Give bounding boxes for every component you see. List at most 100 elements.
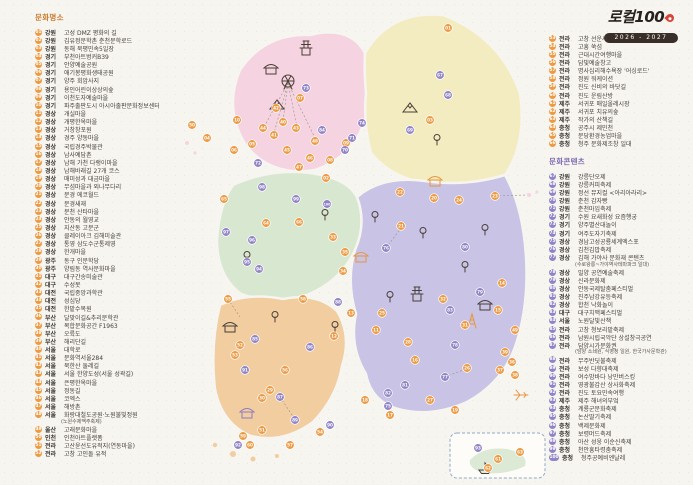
item-name: 거창창포원 bbox=[64, 127, 92, 135]
item-region: 경상 bbox=[45, 135, 57, 143]
list-item: 19 경상 매미성과 대금마을 bbox=[35, 175, 207, 183]
item-number-badge: 13 bbox=[35, 126, 42, 134]
item-name: 지산동 고분군 bbox=[64, 224, 100, 232]
svg-text:26: 26 bbox=[464, 366, 470, 371]
item-name: 분천 산타마을 bbox=[64, 208, 100, 216]
map-marker: 10 bbox=[232, 115, 242, 125]
map-marker: 19 bbox=[450, 405, 460, 415]
item-name: 고흥 쑥섬 bbox=[578, 43, 602, 51]
item-number-badge: 31 bbox=[35, 272, 42, 280]
item-number-badge: 88 bbox=[549, 356, 556, 364]
hanok-icon bbox=[426, 176, 444, 187]
item-region: 경상 bbox=[559, 246, 571, 254]
svg-text:28: 28 bbox=[405, 340, 411, 345]
map-marker: 30 bbox=[257, 393, 267, 403]
item-number-badge: 75 bbox=[549, 237, 556, 245]
item-number-badge: 71 bbox=[549, 205, 556, 213]
item-number-badge: 64 bbox=[549, 124, 556, 132]
item-region: 전라 bbox=[559, 365, 571, 373]
list-item: 83 대구 대구치맥페스티벌 bbox=[549, 309, 691, 317]
list-item: 54 전라 고흥 쑥섬 bbox=[549, 42, 691, 51]
item-name: 담양시가문화권 bbox=[578, 342, 617, 350]
svg-text:80: 80 bbox=[462, 245, 468, 250]
item-name: 국립경주박물관 bbox=[64, 143, 103, 151]
svg-text:47: 47 bbox=[296, 165, 302, 170]
item-region: 강원 bbox=[45, 37, 57, 45]
list-item: 82 경상 합천 낙화놀이 bbox=[549, 301, 691, 309]
svg-text:40: 40 bbox=[280, 120, 286, 125]
svg-text:60: 60 bbox=[247, 443, 253, 448]
list-item: 65 충청 문당환경농업마을 bbox=[549, 132, 691, 140]
item-region: 강원 bbox=[559, 206, 571, 214]
svg-text:89: 89 bbox=[292, 418, 298, 423]
item-region: 경상 bbox=[45, 216, 57, 224]
item-name: 합천 낙화놀이 bbox=[578, 302, 614, 310]
item-name: 보성 다향대축제 bbox=[578, 365, 619, 373]
list-item: 40 서울 대학로 bbox=[35, 345, 207, 355]
item-name: 통영 삼도수군통제영 bbox=[64, 241, 116, 249]
list-item: 46 서울 코엑스 bbox=[35, 394, 207, 403]
svg-text:24: 24 bbox=[456, 198, 462, 203]
item-number-badge: 89 bbox=[549, 364, 556, 372]
list-item: 64 충청 공주시 제민천 bbox=[549, 124, 691, 132]
item-name: 강릉커피축제 bbox=[578, 181, 612, 189]
svg-text:78: 78 bbox=[452, 343, 458, 348]
svg-text:15: 15 bbox=[495, 308, 501, 313]
item-number-badge: 04 bbox=[35, 52, 42, 60]
item-number-badge: 97 bbox=[549, 429, 556, 437]
item-region: 대구 bbox=[45, 281, 57, 289]
item-region: 충청 bbox=[559, 414, 571, 422]
item-number-badge: 58 bbox=[549, 75, 556, 83]
hanok-icon bbox=[221, 322, 239, 333]
item-region: 경상 bbox=[45, 184, 57, 192]
item-number-badge: 59 bbox=[549, 83, 556, 91]
map-marker: 34 bbox=[338, 266, 348, 276]
item-region: 서울 bbox=[45, 387, 57, 395]
svg-text:42: 42 bbox=[273, 106, 279, 111]
contents-section-title: 문화콘텐츠 bbox=[549, 156, 585, 166]
list-item: 100 충청 청주공예비엔날레 bbox=[549, 454, 691, 462]
item-number-badge: 67 bbox=[549, 172, 556, 180]
item-number-badge: 37 bbox=[35, 321, 42, 329]
item-region: 충청 bbox=[559, 422, 571, 430]
map-marker: 42 bbox=[271, 103, 281, 113]
map-marker: 28 bbox=[403, 337, 413, 347]
item-region: 전라 bbox=[559, 68, 571, 76]
list-item: 36 부산 달맞이길&추리문학관 bbox=[35, 313, 207, 322]
map-marker: 50 bbox=[187, 120, 197, 130]
item-number-badge: 91 bbox=[549, 380, 556, 388]
item-region: 경상 bbox=[45, 143, 57, 151]
list-item: 96 충청 백제문화제 bbox=[549, 421, 691, 430]
list-item: 03 강원 동해 북평민속5일장 bbox=[35, 44, 207, 53]
item-number-badge: 55 bbox=[549, 50, 556, 58]
item-region: 서울 bbox=[45, 347, 57, 355]
svg-text:96: 96 bbox=[249, 238, 255, 243]
list-item: 50 인천 인천아트플랫폼 bbox=[35, 433, 207, 442]
list-item: 85 전라 고창 청보리밭축제 bbox=[549, 325, 691, 334]
map-marker: 59 bbox=[238, 431, 248, 441]
map-marker: 92 bbox=[233, 440, 243, 450]
item-region: 전라 bbox=[559, 84, 571, 92]
svg-text:100: 100 bbox=[324, 203, 331, 207]
map-marker: 33 bbox=[328, 232, 338, 242]
item-region: 충청 bbox=[559, 133, 571, 141]
svg-text:34: 34 bbox=[340, 269, 346, 274]
item-name: 정선 뮤지컬 <아리아라리> bbox=[578, 189, 648, 197]
list-item: 68 강원 강릉커피축제 bbox=[549, 180, 691, 189]
item-region: 부산 bbox=[45, 322, 57, 330]
list-item: 05 경기 안양예술공원 bbox=[35, 61, 207, 69]
svg-text:32: 32 bbox=[440, 297, 446, 302]
svg-text:92: 92 bbox=[235, 443, 241, 448]
item-number-badge: 30 bbox=[35, 264, 42, 272]
list-item: 59 전라 진도 신비의 바닷길 bbox=[549, 83, 691, 91]
item-number-badge: 05 bbox=[35, 61, 42, 69]
svg-text:50: 50 bbox=[189, 123, 195, 128]
list-item: 55 전라 근대시간여행마을 bbox=[549, 50, 691, 59]
map-marker: 46 bbox=[305, 153, 315, 163]
item-name: 보령머드축제 bbox=[578, 430, 612, 438]
item-number-badge: 66 bbox=[549, 140, 556, 148]
svg-text:85: 85 bbox=[252, 337, 258, 342]
small-islands bbox=[185, 141, 539, 462]
local100-logo: 로컬100 2026 - 2027 bbox=[595, 6, 687, 43]
region-chungcheong bbox=[215, 170, 363, 301]
